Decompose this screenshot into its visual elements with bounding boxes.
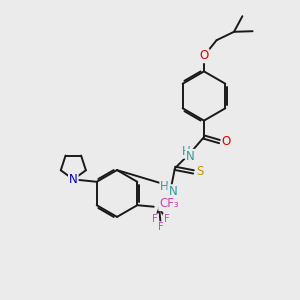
Text: CF₃: CF₃ — [159, 197, 179, 210]
Text: O: O — [200, 49, 208, 62]
Text: N: N — [186, 150, 195, 163]
Text: F: F — [152, 214, 158, 224]
Text: F: F — [164, 214, 169, 224]
Text: O: O — [222, 135, 231, 148]
Text: H: H — [182, 145, 190, 158]
Text: S: S — [196, 165, 204, 178]
Text: N: N — [69, 173, 78, 186]
Text: N: N — [168, 185, 177, 198]
Text: H: H — [160, 180, 169, 194]
Text: F: F — [158, 222, 164, 232]
